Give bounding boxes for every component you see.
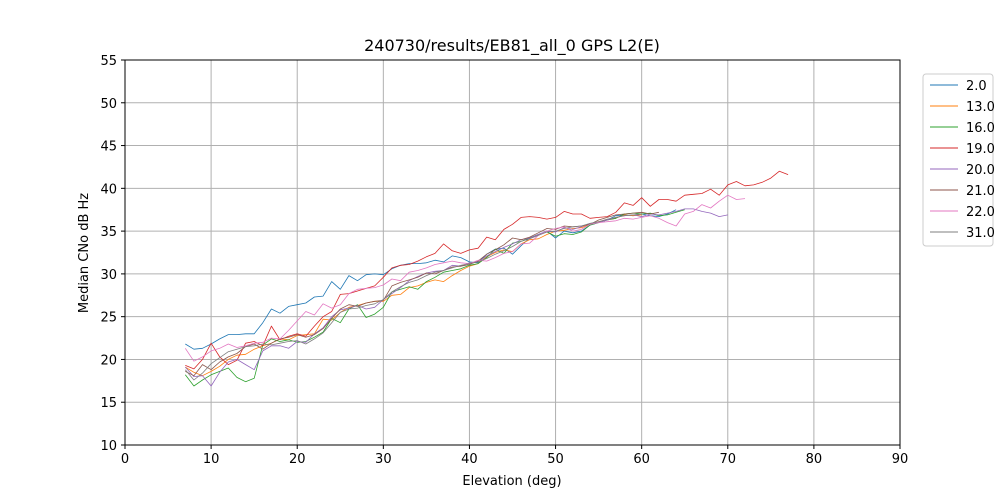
x-tick-label: 0 (121, 452, 129, 467)
y-tick-label: 15 (100, 396, 117, 411)
x-tick-label: 80 (806, 452, 823, 467)
series-line-31.0 (184, 213, 642, 381)
series-lines (184, 170, 789, 387)
y-tick-label: 35 (100, 225, 117, 240)
y-tick-label: 40 (100, 182, 117, 197)
legend-label: 13.0 (966, 100, 995, 115)
x-tick-label: 10 (203, 452, 220, 467)
x-tick-label: 20 (289, 452, 306, 467)
y-tick-label: 30 (100, 268, 117, 283)
series-line-13.0 (185, 214, 642, 377)
y-tick-label: 20 (100, 353, 117, 368)
y-tick-label: 10 (100, 439, 117, 454)
legend-label: 21.0 (966, 184, 995, 199)
series-line-22.0 (184, 194, 746, 362)
legend-label: 16.0 (966, 121, 995, 136)
series-line-20.0 (185, 208, 728, 387)
x-tick-label: 60 (633, 452, 650, 467)
legend-label: 31.0 (966, 226, 995, 241)
legend-label: 2.0 (966, 79, 987, 94)
y-tick-label: 50 (100, 97, 117, 112)
plot-area-frame (124, 59, 901, 446)
y-tick-label: 45 (100, 140, 117, 155)
legend-label: 22.0 (966, 205, 995, 220)
y-axis-ticks: 10 15 20 25 30 35 40 45 50 55 (100, 54, 125, 454)
x-tick-label: 40 (461, 452, 478, 467)
x-tick-label: 70 (720, 452, 737, 467)
y-tick-label: 25 (100, 311, 117, 326)
y-tick-label: 55 (100, 54, 117, 69)
x-tick-label: 30 (375, 452, 392, 467)
y-axis-label: Median CNo dB Hz (77, 193, 92, 313)
legend-label: 20.0 (966, 163, 995, 178)
x-tick-label: 90 (892, 452, 909, 467)
x-tick-label: 50 (547, 452, 564, 467)
legend-box (922, 73, 994, 247)
legend: 2.0 13.0 16.0 19.0 20.0 21.0 22.0 31.0 (922, 73, 995, 247)
legend-label: 19.0 (966, 142, 995, 157)
x-axis-label: Elevation (deg) (462, 474, 561, 489)
x-axis-ticks: 0 10 20 30 40 50 60 70 80 90 (121, 445, 908, 467)
chart-title: 240730/results/EB81_all_0 GPS L2(E) (364, 36, 660, 56)
